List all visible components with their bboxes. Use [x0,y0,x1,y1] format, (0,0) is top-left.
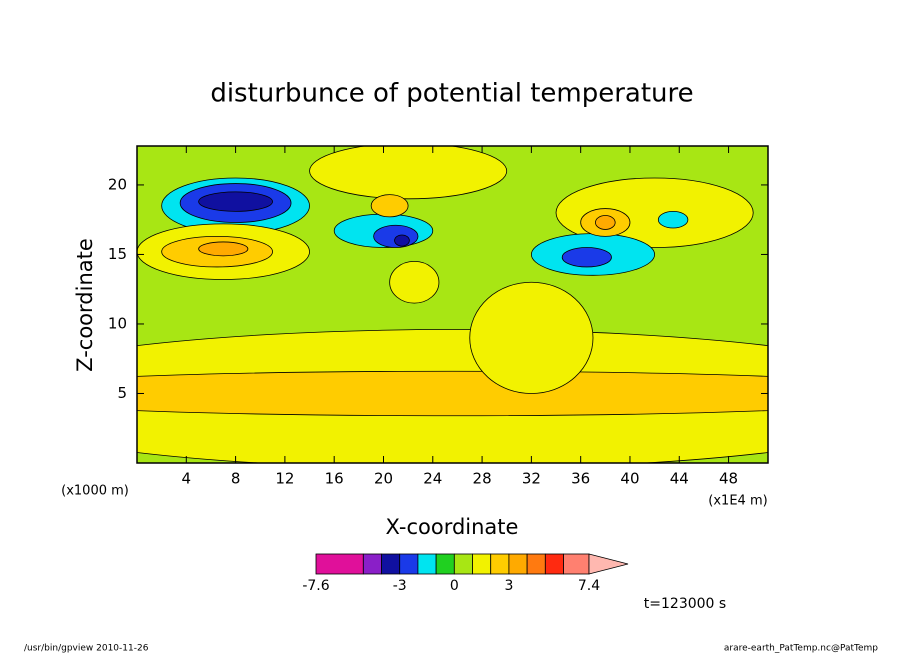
colorbar-box [399,553,419,575]
footer-left: /usr/bin/gpview 2010-11-26 [24,644,149,654]
contour-region [370,194,409,218]
colorbar-box [435,553,455,575]
colorbar-box [526,553,546,575]
x-axis-label: X-coordinate [386,515,519,539]
contour-region [198,241,249,257]
field [137,146,768,463]
x-tick-label: 48 [719,470,738,488]
contour-region [198,191,273,212]
y-tick-label: 5 [117,384,127,402]
contour-region [389,260,440,304]
colorbar-box [417,553,437,575]
colorbar-tick-label: -3 [393,578,407,594]
colorbar-tick-label: -7.6 [302,578,329,594]
contour-region [394,234,410,247]
contour-region [561,247,612,268]
y-unit: (x1000 m) [61,484,129,499]
colorbar-box [381,553,401,575]
colorbar-box [563,553,590,575]
x-tick-label: 44 [670,470,689,488]
colorbar-extension [588,553,629,575]
footer-right: arare-earth_PatTemp.nc@PatTemp [724,644,878,654]
time-label: t=123000 s [644,596,726,612]
colorbar-box [453,553,473,575]
colorbar-box [508,553,528,575]
colorbar-tick-label: 0 [450,578,459,594]
plot-frame [136,145,769,464]
contour-region [137,370,768,417]
colorbar-tick-label: 7.4 [578,578,600,594]
contour-region [657,210,689,229]
x-tick-label: 16 [325,470,344,488]
x-unit: (x1E4 m) [708,494,767,509]
y-tick-label: 15 [108,245,127,263]
contour-region [595,215,616,230]
colorbar-tick-label: 3 [504,578,513,594]
x-tick-label: 24 [423,470,442,488]
colorbar-box [362,553,382,575]
x-tick-label: 20 [374,470,393,488]
colorbar-box [490,553,510,575]
x-tick-label: 36 [571,470,590,488]
contour-region [469,281,594,394]
contour-region [309,146,508,200]
x-tick-label: 28 [473,470,492,488]
y-tick-label: 20 [108,175,127,193]
x-tick-label: 40 [620,470,639,488]
colorbar-box [315,553,364,575]
colorbar-box [544,553,564,575]
x-tick-label: 8 [231,470,241,488]
y-axis-label: Z-coordinate [73,238,97,372]
chart-title: disturbunce of potential temperature [210,79,693,109]
x-tick-label: 4 [182,470,192,488]
colorbar-box [472,553,492,575]
y-tick-label: 10 [108,314,127,332]
x-tick-label: 32 [522,470,541,488]
x-tick-label: 12 [275,470,294,488]
